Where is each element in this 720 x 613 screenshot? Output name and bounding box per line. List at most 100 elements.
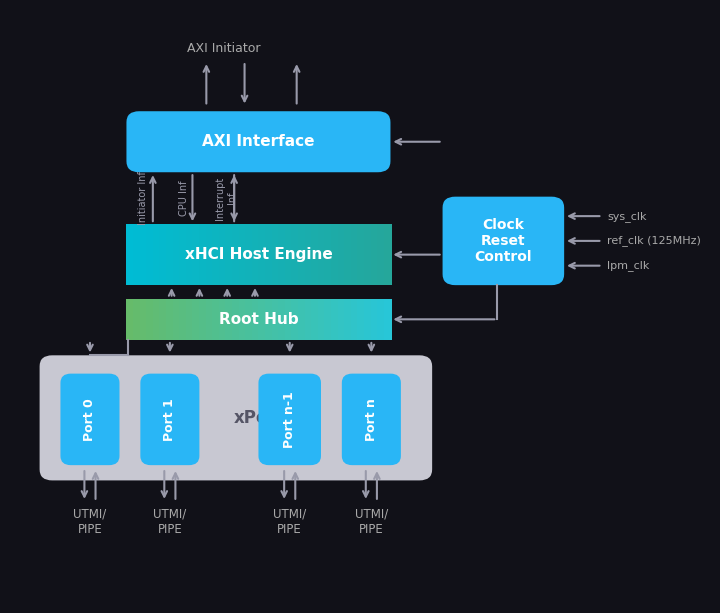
Bar <box>311 299 319 340</box>
Bar <box>206 299 214 340</box>
Bar <box>166 224 174 285</box>
Bar <box>371 299 379 340</box>
Bar <box>331 224 339 285</box>
Bar <box>384 299 392 340</box>
Text: UTMI/
PIPE: UTMI/ PIPE <box>273 508 306 536</box>
Bar <box>351 224 359 285</box>
Bar <box>173 224 181 285</box>
Text: AXI Initiator: AXI Initiator <box>187 42 261 55</box>
Bar <box>140 224 148 285</box>
Bar <box>199 224 207 285</box>
Bar <box>179 299 187 340</box>
Text: lpm_clk: lpm_clk <box>607 261 649 271</box>
Bar <box>265 224 273 285</box>
Bar <box>377 224 385 285</box>
Bar <box>232 224 240 285</box>
Bar <box>285 299 293 340</box>
Bar <box>285 224 293 285</box>
Bar <box>238 224 247 285</box>
Bar <box>357 299 366 340</box>
Bar <box>258 224 266 285</box>
Text: Port 0: Port 0 <box>84 398 96 441</box>
Text: Initiator Inf: Initiator Inf <box>138 171 148 225</box>
Text: UTMI/
PIPE: UTMI/ PIPE <box>153 508 186 536</box>
Bar <box>344 224 352 285</box>
Bar <box>252 299 260 340</box>
Bar <box>271 224 279 285</box>
Bar <box>212 299 220 340</box>
Bar <box>271 299 279 340</box>
FancyBboxPatch shape <box>40 356 432 481</box>
Bar <box>225 224 233 285</box>
Bar <box>377 299 385 340</box>
Bar <box>219 224 227 285</box>
Text: AXI Interface: AXI Interface <box>202 134 315 149</box>
Text: sys_clk: sys_clk <box>607 211 647 221</box>
Bar <box>159 224 168 285</box>
Bar <box>265 299 273 340</box>
Bar <box>311 224 319 285</box>
Bar <box>153 299 161 340</box>
Text: Port n: Port n <box>365 398 378 441</box>
FancyBboxPatch shape <box>140 374 199 465</box>
Bar <box>179 224 187 285</box>
Bar <box>225 299 233 340</box>
FancyBboxPatch shape <box>342 374 401 465</box>
Bar <box>159 299 168 340</box>
Bar <box>133 224 141 285</box>
Bar <box>246 299 253 340</box>
Bar <box>325 224 333 285</box>
Bar <box>318 299 326 340</box>
Bar <box>166 299 174 340</box>
Bar <box>351 299 359 340</box>
Bar <box>331 299 339 340</box>
Bar <box>384 224 392 285</box>
Text: xPort: xPort <box>234 409 284 427</box>
Bar <box>252 224 260 285</box>
Text: UTMI/
PIPE: UTMI/ PIPE <box>73 508 107 536</box>
FancyBboxPatch shape <box>127 111 390 172</box>
FancyBboxPatch shape <box>443 197 564 285</box>
Bar <box>173 299 181 340</box>
Bar <box>292 224 300 285</box>
Bar <box>344 299 352 340</box>
Bar <box>278 224 287 285</box>
Bar <box>192 224 200 285</box>
Bar <box>186 224 194 285</box>
Text: xHCI Host Engine: xHCI Host Engine <box>184 247 333 262</box>
Bar <box>232 299 240 340</box>
Bar <box>192 299 200 340</box>
Bar <box>338 299 346 340</box>
Bar <box>146 299 154 340</box>
Bar <box>338 224 346 285</box>
Text: ref_clk (125MHz): ref_clk (125MHz) <box>607 235 701 246</box>
Bar <box>298 299 306 340</box>
Bar <box>364 299 372 340</box>
Bar <box>146 224 154 285</box>
Bar <box>357 224 366 285</box>
Bar <box>258 299 266 340</box>
Bar <box>127 299 135 340</box>
Bar <box>246 224 253 285</box>
FancyBboxPatch shape <box>258 374 321 465</box>
Bar <box>305 299 312 340</box>
Bar <box>318 224 326 285</box>
Bar <box>364 224 372 285</box>
Bar <box>186 299 194 340</box>
Bar <box>278 299 287 340</box>
Bar <box>133 299 141 340</box>
Bar <box>238 299 247 340</box>
Text: Root Hub: Root Hub <box>219 312 298 327</box>
Bar <box>199 299 207 340</box>
Bar <box>212 224 220 285</box>
Text: CPU Inf: CPU Inf <box>179 180 189 216</box>
Bar <box>127 224 135 285</box>
Bar <box>298 224 306 285</box>
Bar <box>206 224 214 285</box>
Text: Interrupt
Inf: Interrupt Inf <box>215 177 237 220</box>
Bar <box>292 299 300 340</box>
FancyBboxPatch shape <box>60 374 120 465</box>
Text: Port n-1: Port n-1 <box>283 391 296 447</box>
Bar <box>140 299 148 340</box>
Bar <box>305 224 312 285</box>
